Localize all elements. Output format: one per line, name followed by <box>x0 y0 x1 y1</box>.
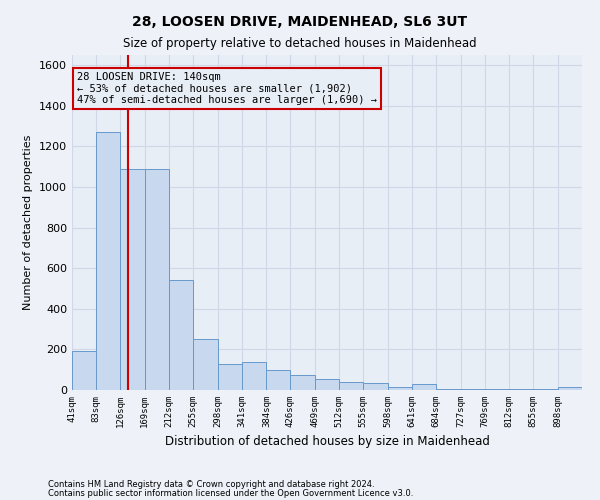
Text: 28, LOOSEN DRIVE, MAIDENHEAD, SL6 3UT: 28, LOOSEN DRIVE, MAIDENHEAD, SL6 3UT <box>133 15 467 29</box>
Text: 28 LOOSEN DRIVE: 140sqm
← 53% of detached houses are smaller (1,902)
47% of semi: 28 LOOSEN DRIVE: 140sqm ← 53% of detache… <box>77 72 377 105</box>
Bar <box>557 387 582 390</box>
X-axis label: Distribution of detached houses by size in Maidenhead: Distribution of detached houses by size … <box>164 436 490 448</box>
Bar <box>436 389 461 390</box>
Bar <box>218 364 242 390</box>
Bar <box>339 382 363 390</box>
Text: Contains public sector information licensed under the Open Government Licence v3: Contains public sector information licen… <box>48 488 413 498</box>
Text: Contains HM Land Registry data © Crown copyright and database right 2024.: Contains HM Land Registry data © Crown c… <box>48 480 374 489</box>
Bar <box>96 132 120 390</box>
Y-axis label: Number of detached properties: Number of detached properties <box>23 135 34 310</box>
Bar <box>145 168 169 390</box>
Bar <box>363 383 388 390</box>
Bar <box>412 384 436 390</box>
Bar <box>169 280 193 390</box>
Bar <box>72 352 96 390</box>
Bar <box>266 370 290 390</box>
Bar <box>461 389 485 390</box>
Bar <box>388 387 412 390</box>
Bar <box>120 168 145 390</box>
Text: Size of property relative to detached houses in Maidenhead: Size of property relative to detached ho… <box>123 38 477 51</box>
Bar <box>290 375 314 390</box>
Bar <box>242 362 266 390</box>
Bar <box>314 379 339 390</box>
Bar <box>193 339 218 390</box>
Bar <box>485 389 509 390</box>
Bar <box>509 389 533 390</box>
Bar <box>533 389 557 390</box>
